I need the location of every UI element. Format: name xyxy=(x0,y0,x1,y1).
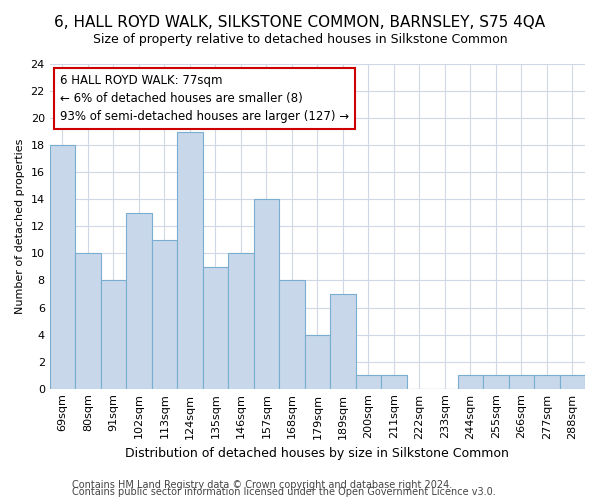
Y-axis label: Number of detached properties: Number of detached properties xyxy=(15,138,25,314)
Bar xyxy=(356,375,381,388)
Bar xyxy=(279,280,305,388)
Bar xyxy=(381,375,407,388)
Bar xyxy=(509,375,534,388)
Text: Contains public sector information licensed under the Open Government Licence v3: Contains public sector information licen… xyxy=(72,487,496,497)
X-axis label: Distribution of detached houses by size in Silkstone Common: Distribution of detached houses by size … xyxy=(125,447,509,460)
Bar xyxy=(534,375,560,388)
Text: Contains HM Land Registry data © Crown copyright and database right 2024.: Contains HM Land Registry data © Crown c… xyxy=(72,480,452,490)
Bar xyxy=(203,267,228,388)
Bar xyxy=(177,132,203,388)
Text: Size of property relative to detached houses in Silkstone Common: Size of property relative to detached ho… xyxy=(92,32,508,46)
Bar xyxy=(75,254,101,388)
Bar xyxy=(152,240,177,388)
Bar xyxy=(254,200,279,388)
Bar xyxy=(126,213,152,388)
Bar xyxy=(101,280,126,388)
Bar xyxy=(483,375,509,388)
Text: 6, HALL ROYD WALK, SILKSTONE COMMON, BARNSLEY, S75 4QA: 6, HALL ROYD WALK, SILKSTONE COMMON, BAR… xyxy=(55,15,545,30)
Bar xyxy=(228,254,254,388)
Bar xyxy=(560,375,585,388)
Bar xyxy=(305,334,330,388)
Text: 6 HALL ROYD WALK: 77sqm
← 6% of detached houses are smaller (8)
93% of semi-deta: 6 HALL ROYD WALK: 77sqm ← 6% of detached… xyxy=(61,74,349,122)
Bar xyxy=(330,294,356,388)
Bar xyxy=(50,145,75,388)
Bar xyxy=(458,375,483,388)
